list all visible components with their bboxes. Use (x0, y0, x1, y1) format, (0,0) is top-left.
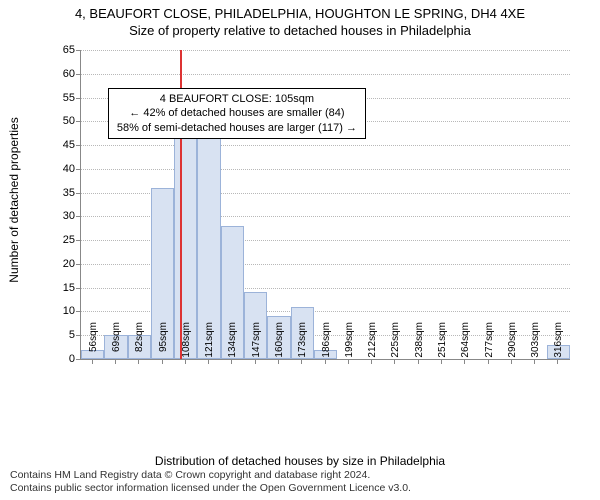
grid-line (81, 145, 570, 146)
y-tick-label: 35 (47, 187, 81, 199)
annotation-box: 4 BEAUFORT CLOSE: 105sqm← 42% of detache… (108, 88, 366, 139)
y-tick-label: 20 (47, 258, 81, 270)
chart-title-sub: Size of property relative to detached ho… (0, 23, 600, 38)
y-tick-label: 55 (47, 92, 81, 104)
x-tick-label: 173sqm (297, 322, 308, 367)
y-tick-label: 40 (47, 163, 81, 175)
footer-line-2: Contains public sector information licen… (10, 482, 411, 496)
grid-line (81, 74, 570, 75)
y-tick-label: 15 (47, 282, 81, 294)
y-tick-label: 5 (47, 329, 81, 341)
chart-title-block: 4, BEAUFORT CLOSE, PHILADELPHIA, HOUGHTO… (0, 0, 600, 38)
x-tick-label: 56sqm (88, 322, 99, 367)
x-tick-label: 134sqm (227, 322, 238, 367)
x-tick-label: 147sqm (251, 322, 262, 367)
x-tick-label: 303sqm (530, 322, 541, 367)
chart-title-main: 4, BEAUFORT CLOSE, PHILADELPHIA, HOUGHTO… (0, 6, 600, 21)
x-tick-label: 251sqm (437, 322, 448, 367)
plot-area: 0510152025303540455055606556sqm69sqm82sq… (80, 50, 570, 360)
y-tick-label: 25 (47, 234, 81, 246)
y-tick-label: 60 (47, 68, 81, 80)
y-tick-label: 0 (47, 353, 81, 365)
x-tick-label: 199sqm (344, 322, 355, 367)
annotation-line2: ← 42% of detached houses are smaller (84… (117, 106, 357, 120)
annotation-line1: 4 BEAUFORT CLOSE: 105sqm (117, 92, 357, 106)
y-tick-label: 65 (47, 44, 81, 56)
x-tick-label: 238sqm (414, 322, 425, 367)
x-tick-label: 225sqm (390, 322, 401, 367)
y-tick-label: 50 (47, 115, 81, 127)
y-tick-label: 30 (47, 210, 81, 222)
x-tick-label: 186sqm (321, 322, 332, 367)
footer-line-1: Contains HM Land Registry data © Crown c… (10, 469, 411, 483)
y-axis-label: Number of detached properties (7, 117, 21, 282)
x-tick-label: 108sqm (181, 322, 192, 367)
x-tick-label: 212sqm (367, 322, 378, 367)
footer-attribution: Contains HM Land Registry data © Crown c… (10, 469, 411, 496)
x-tick-label: 290sqm (507, 322, 518, 367)
x-tick-label: 95sqm (158, 322, 169, 367)
grid-line (81, 169, 570, 170)
y-tick-label: 45 (47, 139, 81, 151)
chart-container: 0510152025303540455055606556sqm69sqm82sq… (45, 50, 580, 390)
y-tick-label: 10 (47, 305, 81, 317)
x-tick-label: 264sqm (460, 322, 471, 367)
x-tick-label: 69sqm (111, 322, 122, 367)
x-axis-label: Distribution of detached houses by size … (0, 454, 600, 468)
x-tick-label: 82sqm (134, 322, 145, 367)
x-tick-label: 160sqm (274, 322, 285, 367)
x-tick-label: 277sqm (484, 322, 495, 367)
x-tick-label: 316sqm (553, 322, 564, 367)
x-tick-label: 121sqm (204, 322, 215, 367)
annotation-line3: 58% of semi-detached houses are larger (… (117, 121, 357, 135)
grid-line (81, 50, 570, 51)
